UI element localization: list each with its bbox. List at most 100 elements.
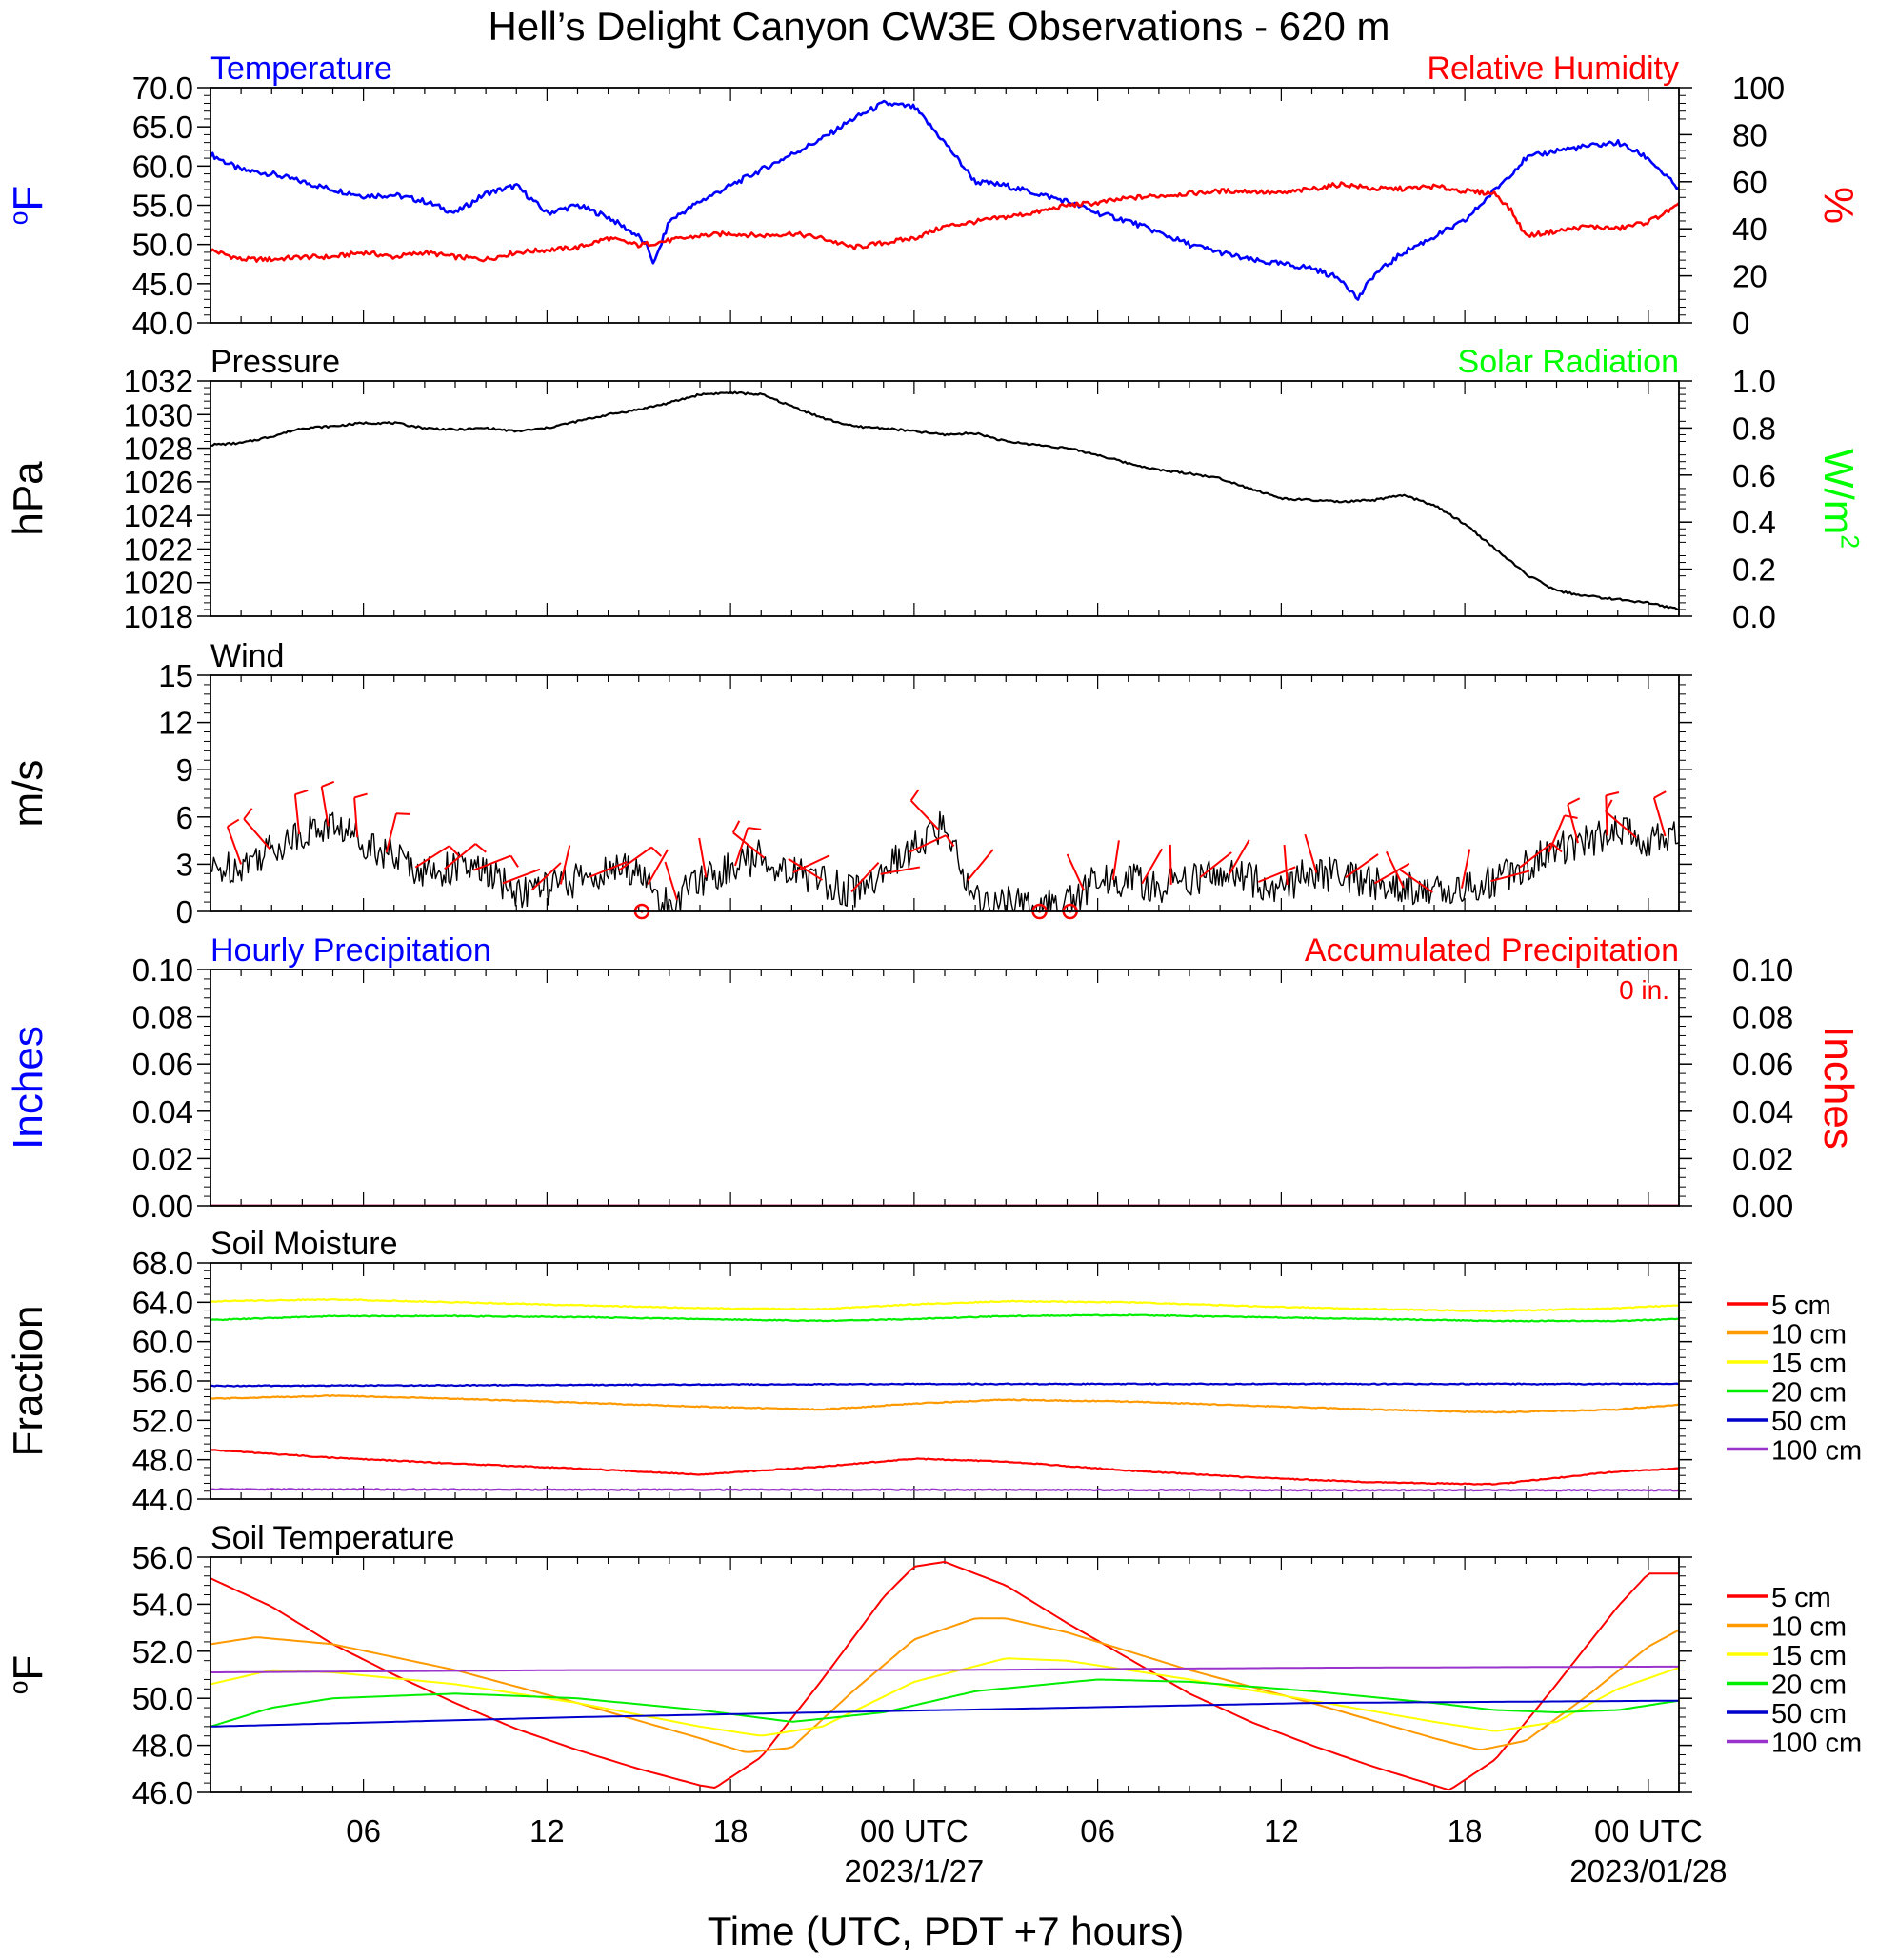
- wind-barb: [1141, 848, 1164, 885]
- wind-barb: [1460, 849, 1471, 889]
- date-label: 2023/1/27: [844, 1853, 984, 1889]
- wind-barb: [1567, 804, 1579, 844]
- y-tick-label-left: 12: [158, 706, 193, 741]
- y-axis-label-left: oF: [5, 186, 51, 226]
- y-tick-label-right: 0.10: [1732, 952, 1793, 988]
- panel-title-right: Relative Humidity: [1427, 50, 1679, 87]
- wind-barb-flag: [650, 846, 663, 857]
- legend-label: 50 cm: [1771, 1407, 1847, 1437]
- wind-barb: [1548, 814, 1566, 853]
- wind-barb-flag: [945, 834, 955, 848]
- wind-barb: [732, 831, 766, 859]
- wind-barb: [788, 857, 824, 881]
- series-line-soil_moisture-5-cm: [210, 1449, 1679, 1486]
- wind-barb: [293, 794, 301, 835]
- legend-label: 20 cm: [1771, 1378, 1847, 1409]
- wind-barb-flag: [1567, 797, 1581, 806]
- panel-frame-wind: [210, 674, 1680, 912]
- panel-title-left: Temperature: [210, 50, 392, 87]
- x-axis-label: Time (UTC, PDT +7 hours): [708, 1909, 1185, 1953]
- wind-barb-flag: [243, 808, 253, 820]
- wind-barb-flag: [909, 789, 920, 802]
- legend-label: 5 cm: [1771, 1583, 1831, 1613]
- y-tick-label-left: 46.0: [132, 1775, 193, 1810]
- wind-barb: [414, 845, 450, 869]
- wind-barb-flag: [353, 792, 368, 799]
- wind-barb: [1652, 797, 1667, 837]
- wind-barb: [664, 861, 678, 901]
- y-axis-label-left: Inches: [5, 1026, 51, 1150]
- wind-barb-flag: [731, 820, 741, 833]
- accumulated-value-label: 0 in.: [1619, 975, 1669, 1005]
- panel-frame-pressure_solar: [210, 380, 1680, 617]
- wind-barb-flag: [509, 854, 519, 868]
- panel-title-left: Soil Moisture: [210, 1226, 398, 1262]
- y-tick-label-right: 0: [1732, 306, 1749, 341]
- series-line-temperature_humidity-relative-humidity: [210, 181, 1679, 263]
- wind-barb: [1304, 833, 1318, 873]
- y-tick-label-right: 1.0: [1732, 364, 1776, 399]
- y-tick-label-left: 40.0: [132, 306, 193, 341]
- wind-barb: [1228, 839, 1250, 875]
- wind-barb: [967, 849, 994, 881]
- wind-barb: [502, 868, 541, 885]
- wind-barb-flag: [1653, 790, 1667, 799]
- wind-barb: [1066, 853, 1086, 891]
- series-line-soil_moisture-100-cm: [210, 1488, 1679, 1492]
- y-tick-label-right: 0.06: [1732, 1047, 1793, 1082]
- y-tick-label-left: 0.00: [132, 1189, 193, 1224]
- y-axis-label-right: %: [1815, 187, 1862, 224]
- legend-label: 15 cm: [1771, 1349, 1847, 1379]
- wind-barb-flag: [321, 780, 335, 788]
- wind-barb: [1257, 866, 1296, 883]
- wind-barb: [226, 826, 243, 865]
- wind-barb-flag: [448, 845, 460, 856]
- wind-barb-flag: [1550, 842, 1563, 853]
- wind-barb: [1169, 844, 1172, 885]
- legend-label: 100 cm: [1771, 1436, 1862, 1467]
- y-tick-label-left: 1020: [124, 566, 193, 601]
- legend-label: 50 cm: [1771, 1699, 1847, 1730]
- wind-barb: [243, 818, 271, 850]
- y-tick-label-right: 0.08: [1732, 1000, 1793, 1035]
- wind-barb: [1519, 842, 1553, 869]
- panel-title-left: Pressure: [210, 344, 340, 380]
- y-axis-label-left: hPa: [5, 461, 51, 536]
- y-tick-label-left: 54.0: [132, 1587, 193, 1622]
- y-tick-label-left: 60.0: [132, 1325, 193, 1360]
- y-tick-label-left: 68.0: [132, 1246, 193, 1281]
- panel-title-left: Hourly Precipitation: [210, 932, 491, 969]
- panel-frame-soil_moisture: [210, 1262, 1680, 1500]
- plot-area-soil_temperature: [210, 1560, 1679, 1791]
- wind-barb: [1490, 870, 1530, 883]
- plot-area-pressure_solar: [210, 390, 1679, 610]
- series-line-soil_moisture-50-cm: [210, 1382, 1679, 1388]
- series-line-temperature_humidity-temperature: [210, 99, 1679, 301]
- y-tick-label-left: 0.04: [132, 1094, 193, 1130]
- wind-barb: [792, 854, 830, 873]
- y-tick-label-right: 0.02: [1732, 1141, 1793, 1176]
- y-tick-label-right: 0.0: [1732, 599, 1776, 634]
- y-tick-label-left: 44.0: [132, 1482, 193, 1517]
- series-line-soil_temperature-10-cm: [210, 1617, 1679, 1753]
- wind-barb: [385, 813, 397, 853]
- wind-barb: [353, 797, 359, 838]
- wind-barb: [1605, 795, 1608, 836]
- y-tick-label-left: 15: [158, 658, 193, 693]
- x-tick-label: 06: [1080, 1813, 1115, 1849]
- y-tick-label-left: 56.0: [132, 1364, 193, 1399]
- y-tick-label-left: 56.0: [132, 1540, 193, 1575]
- legend-label: 5 cm: [1771, 1290, 1831, 1321]
- y-tick-label-right: 20: [1732, 259, 1768, 294]
- panel-frame-soil_temperature: [210, 1556, 1680, 1793]
- wind-barb: [320, 786, 330, 827]
- y-tick-label-left: 0.02: [132, 1141, 193, 1176]
- x-tick-label: 00 UTC: [1594, 1813, 1703, 1849]
- wind-barb: [909, 834, 947, 853]
- x-tick-label: 12: [529, 1813, 565, 1849]
- wind-barb: [589, 860, 628, 878]
- wind-barb-flag: [227, 818, 240, 828]
- wind-barb-flag: [1605, 799, 1613, 812]
- x-tick-label: 12: [1264, 1813, 1299, 1849]
- panel-frame-temperature_humidity: [210, 87, 1680, 324]
